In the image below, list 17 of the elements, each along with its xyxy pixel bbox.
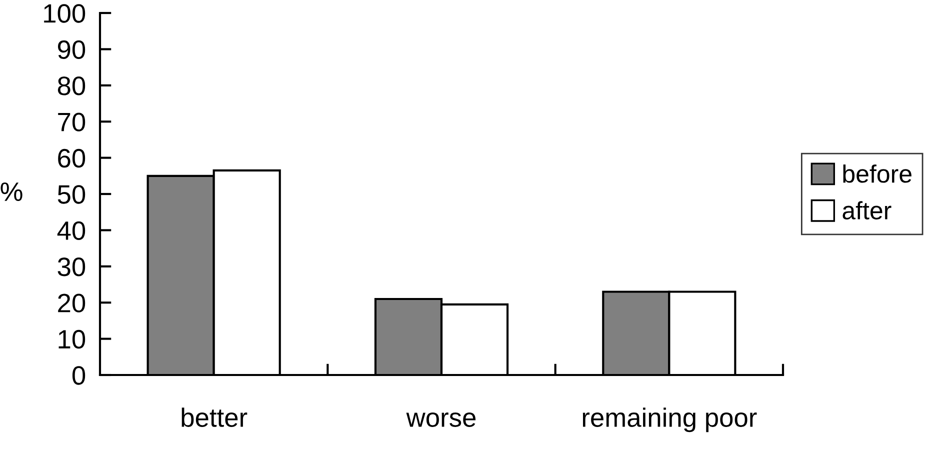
legend-label: before [843,164,912,183]
x-tick-label: worse [406,412,476,427]
y-tick-label: 80 [58,76,86,96]
y-tick-label: 40 [57,221,86,240]
y-tick-label: 20 [58,294,86,312]
y-tick-label: 60 [58,148,86,168]
y-tick-label: 0 [72,366,86,385]
y-tick-label: 30 [58,258,86,276]
y-tick-label: 100 [44,4,86,23]
y-tick-label: 10 [58,330,86,349]
x-tick-label: better [182,408,248,427]
y-axis-title: % [0,182,22,201]
y-tick-label: 70 [58,112,86,132]
y-tick-label: 50 [58,185,86,204]
y-tick-label: 90 [58,40,86,60]
legend-label: after [842,201,892,220]
x-tick-label: remaining poor [582,408,757,432]
